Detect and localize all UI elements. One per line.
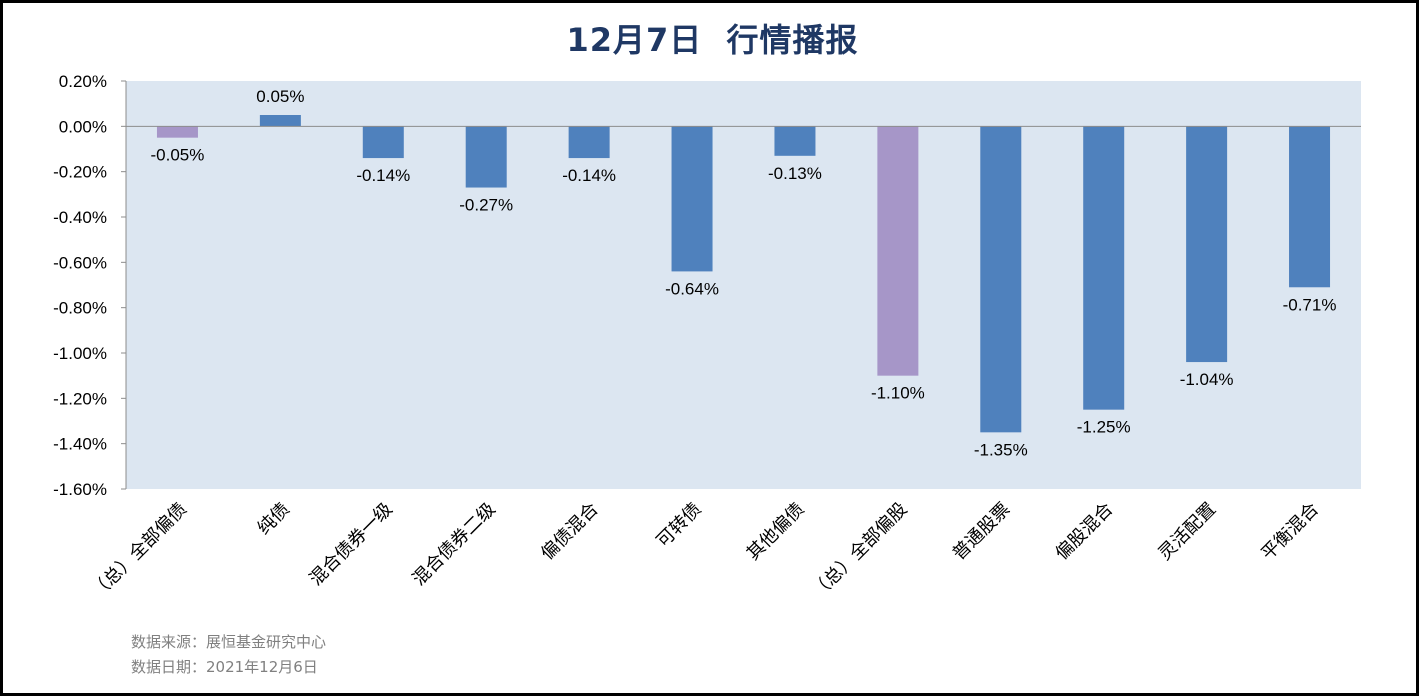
x-category-label: 纯债 (254, 499, 294, 539)
data-label: -1.04% (1180, 370, 1234, 389)
bar (259, 115, 301, 127)
data-label: 0.05% (256, 87, 304, 106)
y-tick-label: -0.40% (53, 208, 107, 227)
data-label: -0.27% (459, 196, 513, 215)
y-tick-label: -1.20% (53, 389, 107, 408)
bar (980, 126, 1022, 433)
y-tick-label: -0.60% (53, 253, 107, 272)
x-category-label: （总）全部偏股 (807, 499, 911, 603)
x-category-label: 灵活配置 (1154, 499, 1220, 565)
bar (877, 126, 919, 376)
data-label: -1.35% (974, 440, 1028, 459)
y-tick-label: 0.20% (59, 72, 107, 91)
x-category-label: 其他偏债 (743, 499, 809, 565)
x-category-label: 普通股票 (949, 499, 1015, 565)
bar (671, 126, 713, 272)
data-label: -0.13% (768, 164, 822, 183)
bar (156, 126, 198, 138)
data-label: -1.10% (871, 384, 925, 403)
y-tick-label: -0.80% (53, 299, 107, 318)
x-category-label: 平衡混合 (1257, 499, 1323, 565)
data-label: -0.71% (1283, 295, 1337, 314)
plot-area (126, 81, 1361, 489)
data-label: -0.14% (562, 166, 616, 185)
y-tick-label: -1.00% (53, 344, 107, 363)
x-category-label: （总）全部偏债 (87, 499, 191, 603)
bar (1083, 126, 1125, 410)
data-label: -0.14% (356, 166, 410, 185)
chart-title: 12月7日 行情播报 (566, 21, 859, 59)
x-category-label: 偏股混合 (1051, 499, 1117, 565)
bar (362, 126, 404, 159)
bar (1289, 126, 1331, 288)
y-tick-label: 0.00% (59, 117, 107, 136)
data-source-note: 数据来源：展恒基金研究中心 (131, 633, 327, 651)
data-date-note: 数据日期：2021年12月6日 (131, 658, 318, 676)
y-tick-label: -1.60% (53, 480, 107, 499)
x-category-label: 混合债券二级 (409, 499, 500, 590)
y-tick-label: -1.40% (53, 435, 107, 454)
bar (1186, 126, 1228, 363)
x-category-label: 混合债券一级 (306, 499, 397, 590)
x-category-label: 偏债混合 (537, 499, 603, 565)
data-label: -0.05% (151, 146, 205, 165)
bar (465, 126, 507, 188)
data-label: -1.25% (1077, 418, 1131, 437)
x-category-label: 可转债 (653, 499, 706, 552)
bar (568, 126, 610, 159)
bar (774, 126, 816, 156)
data-label: -0.64% (665, 279, 719, 298)
y-tick-label: -0.20% (53, 163, 107, 182)
